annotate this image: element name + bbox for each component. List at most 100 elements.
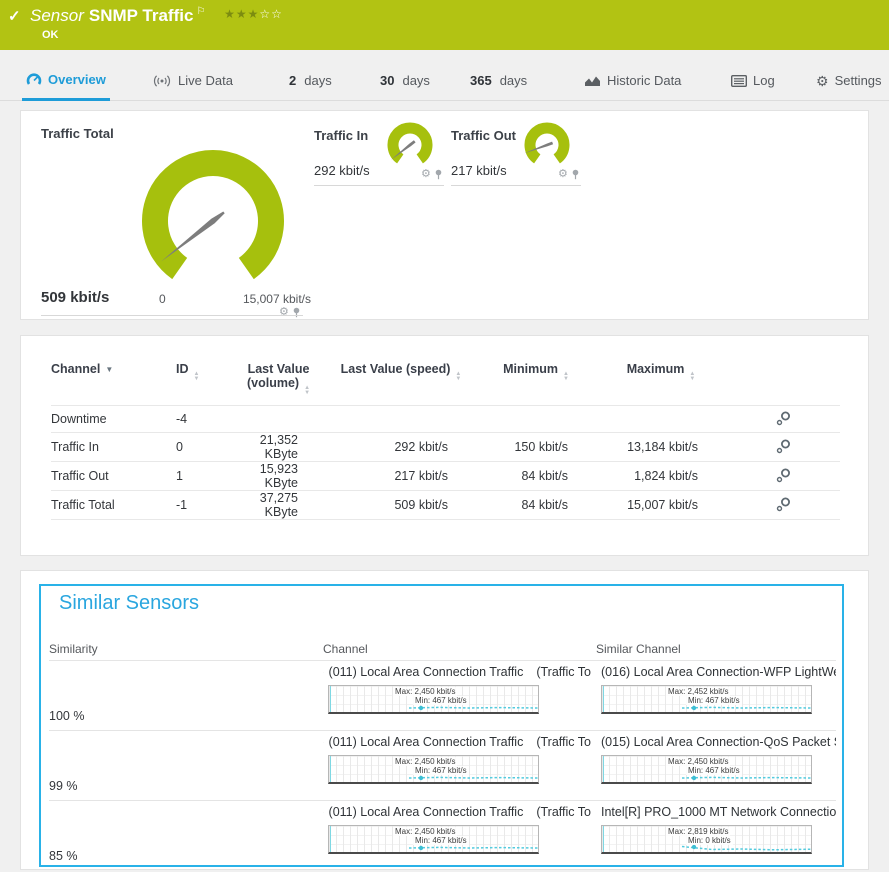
gauge-pin-icon[interactable]	[292, 307, 301, 318]
cell-max: 15,007 kbit/s	[596, 490, 726, 520]
cell-min: 84 kbit/s	[476, 461, 596, 491]
move-crosshair-icon	[323, 811, 324, 813]
channel-suffix: (Traffic To	[536, 805, 591, 819]
settings-gear-icon: ⚙	[816, 72, 829, 89]
channel-title: (011) Local Area Connection Traffic (Tra…	[323, 665, 591, 679]
cell-speed: 292 kbit/s	[326, 432, 476, 462]
channel-mini-graph[interactable]: Max: 2,450 kbit/s Min: 467 kbit/s	[328, 825, 539, 854]
col-header-minimum[interactable]: Minimum ▲ ▼	[503, 362, 569, 382]
graph-min-label: Min: 467 kbit/s	[686, 766, 742, 775]
tab-historic-data[interactable]: Historic Data	[580, 60, 685, 101]
tab-30-days[interactable]: 30 days	[376, 60, 434, 101]
gauge-out-actions: ⚙	[558, 169, 580, 180]
star-filled-icons[interactable]: ★★★	[224, 7, 260, 21]
divider	[451, 185, 581, 186]
cell-max: 13,184 kbit/s	[596, 432, 726, 462]
channel-link[interactable]: (011) Local Area Connection Traffic	[328, 665, 524, 679]
cell-volume: 37,275 KByte	[231, 490, 326, 520]
gauge-pin-icon[interactable]	[571, 169, 580, 180]
similar-channel-link[interactable]: (015) Local Area Connection-QoS Packet S…	[601, 735, 836, 749]
col-header-last-value-speed[interactable]: Last Value (speed) ▲ ▼	[340, 362, 462, 382]
cell-id: -1	[176, 490, 231, 520]
channel-link[interactable]: (011) Local Area Connection Traffic	[328, 805, 524, 819]
similar-row-2: 99 % (011) Local Area Connection Traffic…	[49, 731, 836, 801]
divider	[49, 660, 836, 661]
similar-row-3: 85 % (011) Local Area Connection Traffic…	[49, 801, 836, 871]
graph-max-label: Max: 2,450 kbit/s	[666, 757, 731, 766]
divider	[314, 185, 444, 186]
tab-overview[interactable]: Overview	[22, 60, 110, 101]
channel-settings-icon[interactable]	[776, 438, 791, 454]
cell-volume	[231, 405, 326, 433]
tab-label: days	[402, 73, 430, 88]
tab-label: days	[499, 73, 528, 88]
channel-settings-icon[interactable]	[776, 496, 791, 512]
table-row-traffic-in: Traffic In 0 21,352 KByte 292 kbit/s 150…	[51, 432, 840, 462]
similar-mini-graph[interactable]: Max: 2,452 kbit/s Min: 467 kbit/s	[601, 685, 812, 714]
tab-365-days[interactable]: 365 days	[466, 60, 531, 101]
channel-link[interactable]: (011) Local Area Connection Traffic	[328, 735, 524, 749]
status-badge: OK	[42, 29, 59, 41]
graph-max-label: Max: 2,450 kbit/s	[393, 687, 458, 696]
graph-min-label: Min: 0 kbit/s	[686, 836, 733, 845]
similar-channel-link[interactable]: (016) Local Area Connection-WFP LightWei…	[601, 665, 836, 679]
col-header-similar-channel: Similar Channel	[596, 642, 681, 656]
gauge-gear-icon[interactable]: ⚙	[279, 306, 289, 318]
gauge-out-label: Traffic Out	[451, 128, 517, 143]
channel-mini-graph[interactable]: Max: 2,450 kbit/s Min: 467 kbit/s	[328, 685, 539, 714]
flag-icon[interactable]: ⚐	[196, 6, 206, 18]
graph-min-label: Min: 467 kbit/s	[686, 696, 742, 705]
cell-id: 1	[176, 461, 231, 491]
live-data-icon	[153, 74, 171, 87]
cell-channel: Traffic Out	[51, 461, 176, 491]
sensor-status-header: ✓ Sensor SNMP Traffic ⚐ ★★★☆☆ OK	[0, 0, 889, 50]
similar-channel-link[interactable]: Intel[R] PRO_1000 MT Network Connection	[601, 805, 836, 819]
tab-settings[interactable]: ⚙ Settings	[812, 60, 886, 101]
star-empty-icons[interactable]: ☆☆	[259, 7, 283, 21]
historic-data-icon	[585, 76, 600, 86]
cell-channel: Downtime	[51, 405, 176, 433]
graph-min-label: Min: 467 kbit/s	[413, 696, 469, 705]
gauge-in-label: Traffic In	[314, 128, 369, 143]
similar-mini-graph[interactable]: Max: 2,450 kbit/s Min: 467 kbit/s	[601, 755, 812, 784]
tab-live-data[interactable]: Live Data	[148, 60, 237, 101]
gauge-out-value: 217 kbit/s	[451, 163, 507, 178]
ok-check-icon: ✓	[8, 8, 21, 25]
sort-icon: ▲ ▼	[562, 371, 569, 382]
traffic-out-gauge	[524, 122, 570, 164]
col-header-channel[interactable]: Channel ▼	[51, 362, 114, 376]
tab-label: days	[304, 73, 332, 88]
cell-channel: Traffic In	[51, 432, 176, 462]
channel-settings-icon[interactable]	[776, 410, 791, 426]
gauge-gear-icon[interactable]: ⚙	[558, 168, 568, 180]
sensor-name[interactable]: SNMP Traffic	[88, 6, 194, 25]
channel-title: (011) Local Area Connection Traffic (Tra…	[323, 805, 591, 819]
gauge-needle	[161, 211, 225, 262]
similar-mini-graph[interactable]: Max: 2,819 kbit/s Min: 0 kbit/s	[601, 825, 812, 854]
col-header-id[interactable]: ID ▲ ▼	[176, 362, 200, 382]
channel-settings-icon[interactable]	[776, 467, 791, 483]
gauge-gear-icon[interactable]: ⚙	[421, 168, 431, 180]
cell-speed: 217 kbit/s	[326, 461, 476, 491]
col-header-last-value-volume[interactable]: Last Value (volume) ▲ ▼	[246, 362, 311, 396]
channel-mini-graph[interactable]: Max: 2,450 kbit/s Min: 467 kbit/s	[328, 755, 539, 784]
gauge-pin-icon[interactable]	[434, 169, 443, 180]
cell-max	[596, 405, 726, 433]
priority-stars[interactable]: ★★★☆☆	[224, 7, 283, 21]
gauge-in-actions: ⚙	[421, 169, 443, 180]
col-header-maximum[interactable]: Maximum ▲ ▼	[626, 362, 696, 382]
sort-icon: ▲ ▼	[455, 371, 462, 382]
gauge-scale-max: 15,007 kbit/s	[242, 292, 311, 306]
tab-log[interactable]: Log	[727, 60, 779, 101]
tab-label: Settings	[834, 73, 882, 88]
gauge-in-value: 292 kbit/s	[314, 163, 370, 178]
cell-min: 150 kbit/s	[476, 432, 596, 462]
table-row-traffic-out: Traffic Out 1 15,923 KByte 217 kbit/s 84…	[51, 461, 840, 491]
channel-table-panel: Channel ▼ ID ▲ ▼ Last Value (volume) ▲ ▼ Last…	[20, 335, 869, 556]
cell-id: -4	[176, 405, 231, 433]
tab-2-days[interactable]: 2 days	[285, 60, 336, 101]
graph-min-label: Min: 467 kbit/s	[413, 766, 469, 775]
tab-number: 2	[289, 73, 297, 88]
similar-sensors-box: Similar Sensors Similarity Channel Simil…	[39, 584, 844, 867]
